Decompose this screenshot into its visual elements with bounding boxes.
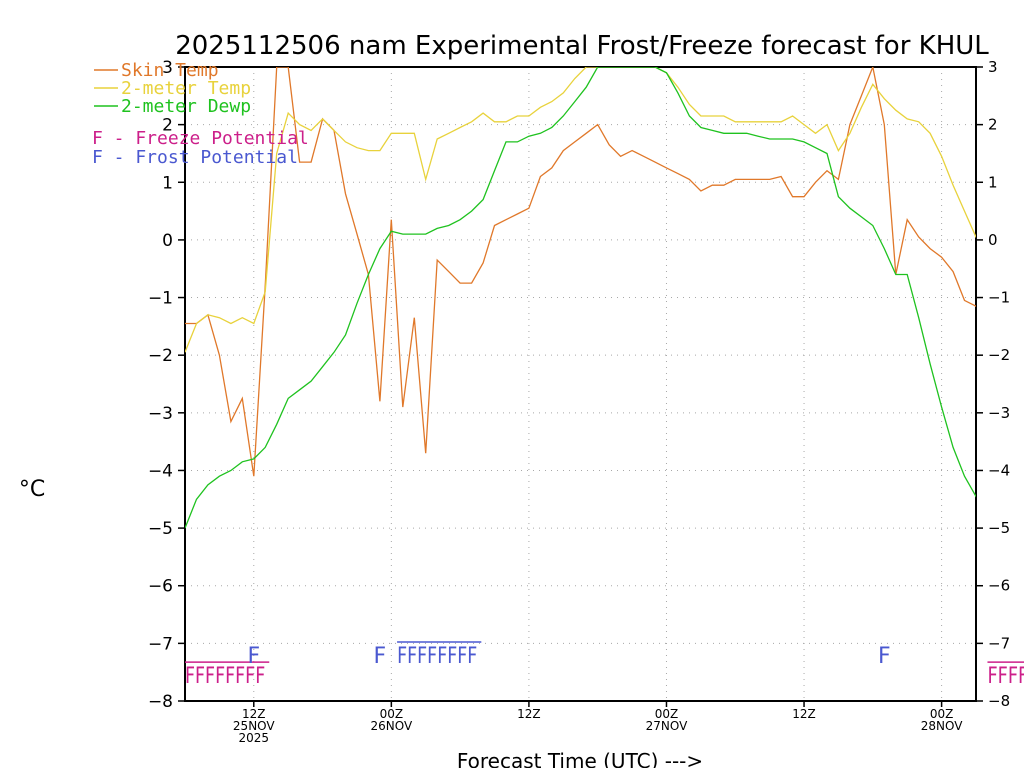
flag-frost: F <box>374 644 387 669</box>
y-tick-label: −5 <box>148 519 173 539</box>
flag-frost: F <box>247 644 260 669</box>
y-axis-right: −8 −7 −6 −5 −4 −3 −2 −1 0 1 2 3 <box>976 58 1010 710</box>
x-tick-label: 2025 <box>239 731 270 745</box>
y-tick-label: −4 <box>148 461 173 481</box>
y-tick-label-right: −1 <box>988 289 1010 307</box>
legend-entry: 2-meter Temp <box>121 78 251 99</box>
y-tick-label: −6 <box>148 577 173 597</box>
2-meter-dewp-line <box>185 67 976 529</box>
legend-entry: F - Frost Potential <box>92 147 298 168</box>
series-layer <box>185 67 976 529</box>
x-tick-label: 25NOV <box>233 719 275 733</box>
skin-temp-line <box>185 67 976 477</box>
x-tick-label: 00Z <box>930 707 954 721</box>
y-tick-label: 2 <box>162 116 173 136</box>
x-tick-label: 28NOV <box>921 719 963 733</box>
2-meter-temp-line <box>185 67 976 353</box>
y-tick-label-right: 2 <box>988 116 998 134</box>
flag-frost: FFFFFFFF <box>397 644 477 669</box>
y-tick-label: −1 <box>148 289 173 309</box>
y-tick-label-right: −6 <box>988 577 1010 595</box>
y-tick-label: −7 <box>148 634 173 654</box>
y-tick-label-right: −2 <box>988 346 1010 364</box>
y-tick-label: 1 <box>162 173 173 193</box>
y-tick-label-right: 3 <box>988 58 998 76</box>
x-tick-label: 00Z <box>380 707 404 721</box>
y-tick-label-right: −8 <box>988 692 1010 710</box>
x-tick-label: 27NOV <box>646 719 688 733</box>
y-tick-label-right: −4 <box>988 461 1010 479</box>
y-tick-label: −3 <box>148 404 173 424</box>
y-axis-label: °C <box>19 477 45 502</box>
y-tick-label: 0 <box>162 231 173 251</box>
x-tick-label: 12Z <box>242 707 266 721</box>
y-tick-label: −2 <box>148 346 173 366</box>
x-tick-label: 26NOV <box>370 719 412 733</box>
x-tick-label: 12Z <box>517 707 541 721</box>
grid <box>185 67 976 701</box>
legend-entry: F - Freeze Potential <box>92 128 309 149</box>
x-tick-label: 12Z <box>792 707 816 721</box>
plot-frame <box>184 66 977 702</box>
frost-freeze-flags: FFFFFFFFFFFFFFFFFFFFFFFFFFFF <box>185 641 1024 689</box>
y-tick-label-right: −7 <box>988 634 1010 652</box>
y-tick-label-right: 1 <box>988 173 998 191</box>
flag-frost: F <box>878 644 891 669</box>
legend-entry: 2-meter Dewp <box>121 96 251 117</box>
y-tick-label-right: −3 <box>988 404 1010 422</box>
flag-freeze: FFFFFFFF <box>185 664 265 689</box>
legend-entry: Skin Temp <box>121 60 219 81</box>
x-axis-label: Forecast Time (UTC) ---> <box>457 749 703 768</box>
y-tick-label: 3 <box>162 58 173 78</box>
x-tick-label: 00Z <box>655 707 679 721</box>
chart-title: 2025112506 nam Experimental Frost/Freeze… <box>175 31 989 61</box>
y-tick-label-right: −5 <box>988 519 1010 537</box>
y-tick-label-right: 0 <box>988 231 998 249</box>
y-axis-left: −8 −7 −6 −5 −4 −3 −2 −1 0 1 2 3 <box>148 58 185 712</box>
y-tick-label: −8 <box>148 692 173 712</box>
